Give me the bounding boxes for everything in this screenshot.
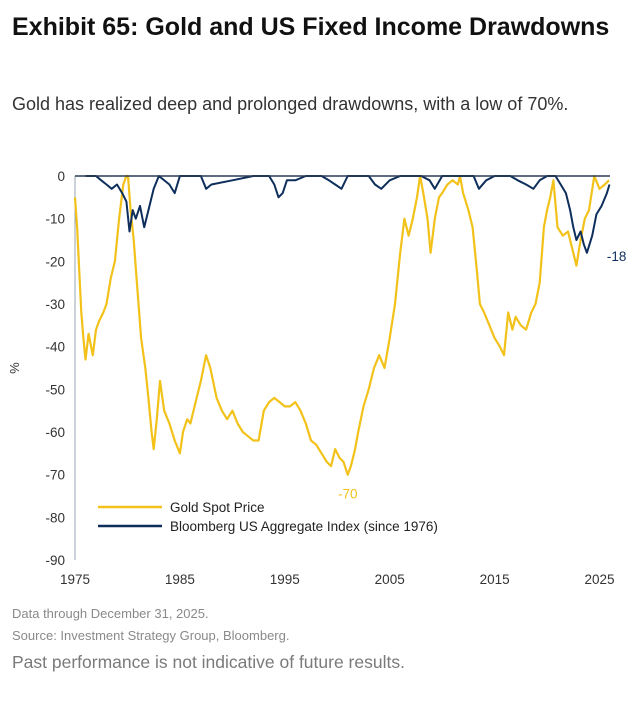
y-tick-label: -30 xyxy=(45,297,65,312)
disclaimer: Past performance is not indicative of fu… xyxy=(12,652,405,672)
data-note: Data through December 31, 2025. xyxy=(12,606,209,621)
gold-series-line xyxy=(73,174,610,476)
legend-label-gold: Gold Spot Price xyxy=(170,500,265,515)
x-tick-label: 1995 xyxy=(270,572,300,587)
legend-label-bond: Bloomberg US Aggregate Index (since 1976… xyxy=(170,519,438,534)
chart-subtitle: Gold has realized deep and prolonged dra… xyxy=(12,94,569,114)
x-tick-label: 1975 xyxy=(60,572,90,587)
source-note: Source: Investment Strategy Group, Bloom… xyxy=(12,628,290,643)
bond-series-line xyxy=(85,175,611,254)
y-tick-label: -20 xyxy=(45,254,65,269)
y-tick-label: 0 xyxy=(57,169,65,184)
y-tick-label: -60 xyxy=(45,425,65,440)
drawdown-chart: 0 -10 -20 -30 -40 -50 -60 -70 -80 -90 1975 1985 1995… xyxy=(7,169,627,587)
y-tick-label: -10 xyxy=(45,212,65,227)
x-tick-label: 2015 xyxy=(480,572,510,587)
y-axis-label: % xyxy=(7,362,22,374)
y-tick-label: -80 xyxy=(45,510,65,525)
chart-title: Exhibit 65: Gold and US Fixed Income Dra… xyxy=(12,13,610,41)
y-tick-label: -70 xyxy=(45,468,65,483)
y-tick-label: -50 xyxy=(45,382,65,397)
x-tick-label: 1985 xyxy=(165,572,195,587)
y-tick-label: -40 xyxy=(45,340,65,355)
data-label-bond-low: -18 xyxy=(607,249,627,264)
y-tick-label: -90 xyxy=(45,553,65,568)
x-tick-label: 2005 xyxy=(375,572,405,587)
x-tick-label: 2025 xyxy=(584,572,614,587)
data-label-gold-low: -70 xyxy=(338,487,358,502)
